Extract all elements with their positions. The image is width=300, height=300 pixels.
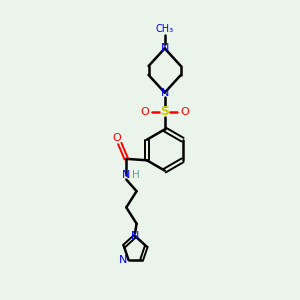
Text: N: N — [118, 255, 127, 265]
Text: O: O — [180, 107, 189, 117]
Text: N: N — [160, 88, 169, 98]
Text: N: N — [160, 44, 169, 53]
Text: O: O — [141, 107, 149, 117]
Text: S: S — [160, 105, 169, 118]
Text: H: H — [132, 170, 140, 180]
Text: CH₃: CH₃ — [156, 24, 174, 34]
Text: O: O — [112, 133, 121, 142]
Text: N: N — [122, 170, 130, 180]
Text: N: N — [131, 231, 139, 241]
